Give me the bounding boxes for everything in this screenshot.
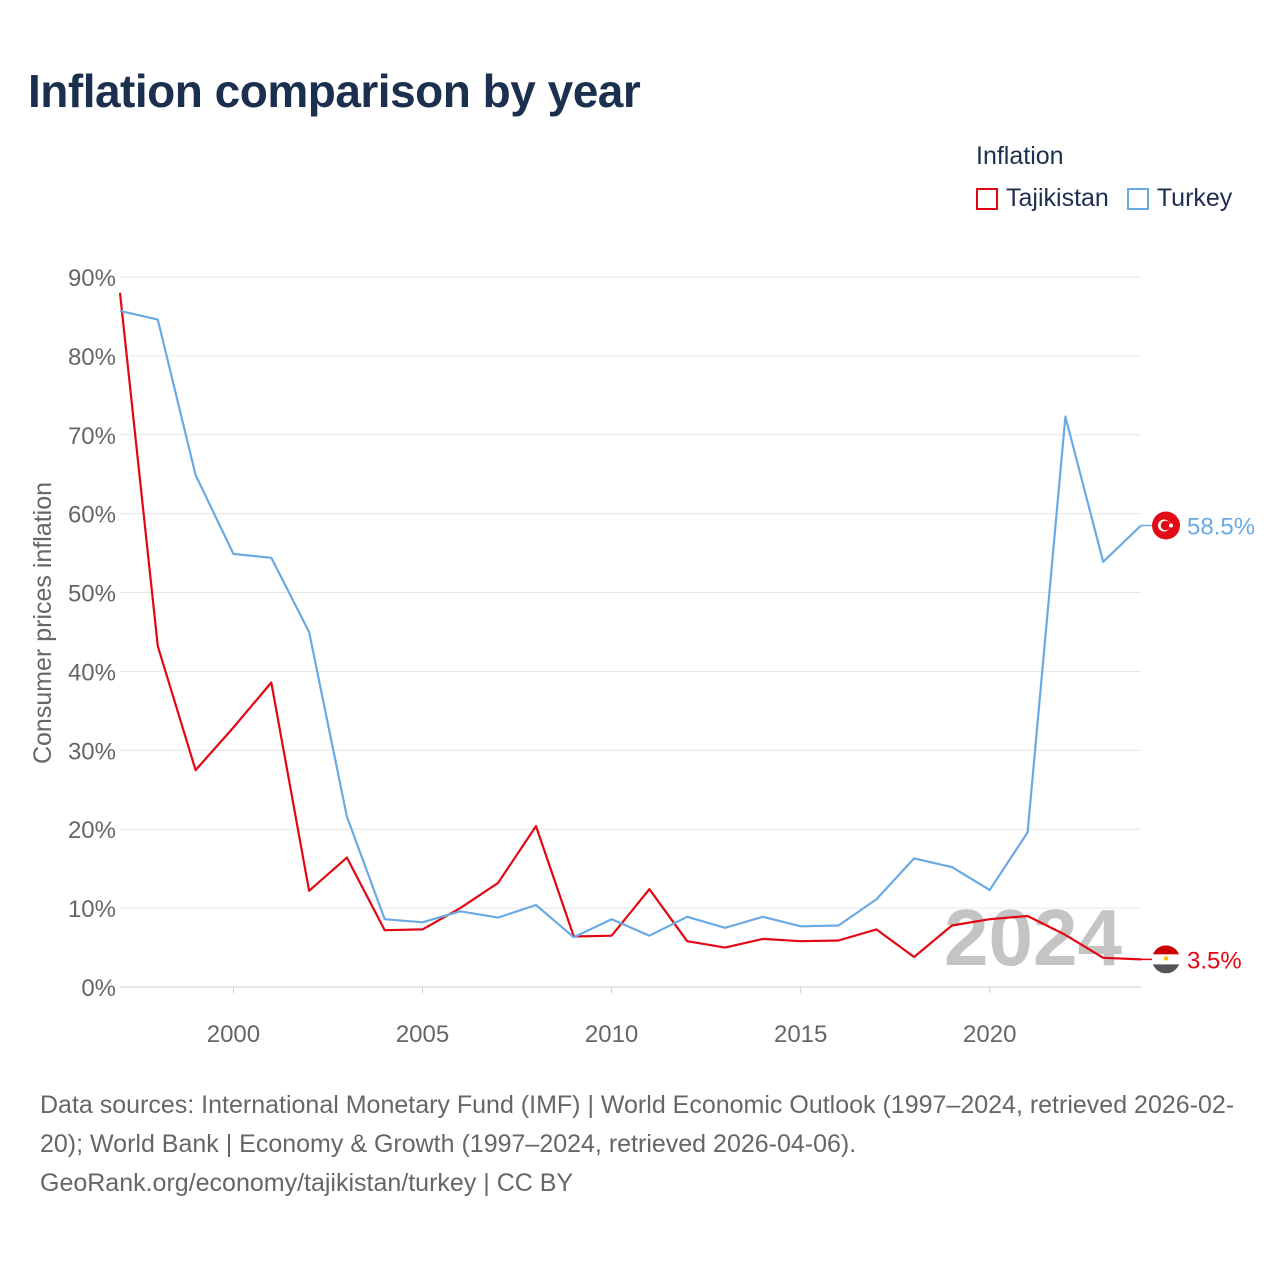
data-point-tajikistan-2014 — [760, 936, 766, 942]
data-point-turkey-2017 — [873, 896, 879, 902]
y-tick-label-90: 90% — [68, 265, 116, 292]
x-tick-label-2005: 2005 — [396, 1021, 449, 1048]
data-point-tajikistan-2020 — [987, 916, 993, 922]
y-tick-label-40: 40% — [68, 659, 116, 686]
data-point-turkey-2018 — [911, 855, 917, 861]
data-point-turkey-2012 — [684, 914, 690, 920]
grid-lines — [120, 276, 1141, 988]
flag-tajikistan-icon — [1152, 945, 1180, 974]
data-point-tajikistan-2019 — [949, 922, 955, 928]
legend-label-tajikistan: Tajikistan — [1006, 184, 1109, 212]
data-point-tajikistan-2000 — [230, 724, 236, 730]
data-point-tajikistan-2002 — [306, 888, 312, 894]
data-point-tajikistan-2007 — [495, 880, 501, 886]
series-line-tajikistan — [118, 292, 1142, 961]
x-tick-label-2000: 2000 — [207, 1021, 260, 1048]
legend-swatch-tajikistan — [976, 187, 998, 210]
data-point-turkey-2019 — [949, 864, 955, 870]
data-point-tajikistan-2008 — [533, 823, 539, 829]
data-point-turkey-2001 — [268, 555, 274, 561]
legend-label-turkey: Turkey — [1156, 184, 1233, 212]
data-point-turkey-2006 — [457, 908, 463, 914]
line-chart: 0%10%20%30%40%50%60%70%80%90% 2000 2005 20… — [29, 265, 1255, 1048]
y-tick-label-20: 20% — [68, 817, 116, 844]
data-point-turkey-2007 — [495, 915, 501, 921]
data-point-tajikistan-2017 — [873, 926, 879, 932]
data-point-tajikistan-2010 — [609, 933, 615, 939]
data-point-turkey-2008 — [533, 902, 539, 908]
flag-turkey-crescent-inner — [1160, 520, 1171, 531]
x-tick-label-2015: 2015 — [774, 1021, 827, 1048]
data-point-turkey-2003 — [344, 814, 350, 820]
data-point-turkey-1997 — [117, 308, 123, 314]
x-axis-ticks: 2000 2005 2010 2015 2020 — [207, 987, 1016, 1048]
data-point-tajikistan-2004 — [382, 927, 388, 933]
series-line-turkey — [119, 309, 1142, 939]
footer: Data sources: International Monetary Fun… — [40, 1086, 1250, 1203]
legend-title: Inflation — [976, 142, 1064, 170]
y-tick-label-80: 80% — [68, 344, 116, 371]
y-tick-label-60: 60% — [68, 502, 116, 529]
data-point-turkey-1999 — [193, 472, 199, 478]
data-point-turkey-2011 — [646, 933, 652, 939]
attribution-link[interactable]: GeoRank.org/economy/tajikistan/turkey | … — [40, 1169, 574, 1197]
data-point-turkey-2002 — [306, 629, 312, 635]
legend-item-tajikistan[interactable]: Tajikistan — [976, 184, 1109, 213]
data-point-turkey-2004 — [382, 916, 388, 922]
data-point-tajikistan-2001 — [268, 679, 274, 685]
data-point-turkey-2023 — [1100, 559, 1106, 565]
data-point-tajikistan-2011 — [646, 886, 652, 892]
data-point-tajikistan-2023 — [1100, 955, 1106, 961]
end-value-label-turkey: 58.5% — [1187, 514, 1255, 541]
data-point-turkey-2010 — [609, 916, 615, 922]
y-tick-label-10: 10% — [68, 896, 116, 923]
data-point-turkey-2005 — [420, 919, 426, 925]
y-axis-label: Consumer prices inflation — [29, 482, 57, 764]
data-point-turkey-2022 — [1062, 414, 1068, 420]
legend: Tajikistan Turkey — [976, 184, 1232, 213]
end-markers: 3.5% 58.5% — [1141, 511, 1255, 974]
data-point-tajikistan-2015 — [798, 938, 804, 944]
data-point-turkey-2020 — [987, 887, 993, 893]
x-tick-label-2010: 2010 — [585, 1021, 638, 1048]
flag-turkey-star — [1169, 523, 1173, 528]
flag-tajikistan-crown — [1163, 956, 1169, 961]
data-point-turkey-2021 — [1025, 829, 1031, 835]
data-point-turkey-2009 — [571, 934, 577, 940]
y-tick-label-30: 30% — [68, 738, 116, 765]
data-point-tajikistan-1997 — [117, 290, 123, 296]
y-tick-label-70: 70% — [68, 423, 116, 450]
flag-turkey-icon — [1152, 511, 1180, 540]
data-point-tajikistan-2013 — [722, 945, 728, 951]
data-point-turkey-2015 — [798, 923, 804, 929]
data-point-turkey-2000 — [230, 551, 236, 557]
data-point-tajikistan-2018 — [911, 954, 917, 960]
data-point-tajikistan-2022 — [1062, 932, 1068, 938]
data-sources: Data sources: International Monetary Fun… — [40, 1091, 1235, 1158]
data-point-tajikistan-2016 — [835, 937, 841, 943]
chart-title: Inflation comparison by year — [28, 65, 641, 117]
legend-swatch-turkey — [1126, 187, 1149, 210]
y-tick-label-0: 0% — [81, 975, 116, 1002]
end-value-label-tajikistan: 3.5% — [1187, 947, 1242, 974]
data-point-tajikistan-2021 — [1025, 913, 1031, 919]
data-point-tajikistan-1999 — [193, 767, 199, 773]
y-tick-label-50: 50% — [68, 581, 116, 608]
year-watermark: 2024 — [944, 893, 1122, 982]
data-point-turkey-2016 — [835, 922, 841, 928]
data-point-tajikistan-1998 — [155, 643, 161, 649]
data-point-turkey-2014 — [760, 914, 766, 920]
legend-item-turkey[interactable]: Turkey — [1126, 184, 1233, 213]
flag-tajikistan-red — [1152, 945, 1180, 955]
data-point-turkey-2013 — [722, 925, 728, 931]
data-point-tajikistan-2012 — [684, 938, 690, 944]
data-point-turkey-1998 — [155, 317, 161, 323]
x-tick-label-2020: 2020 — [963, 1021, 1016, 1048]
data-point-tajikistan-2005 — [420, 926, 426, 932]
y-axis-ticks: 0% 10% 20% 30% 40% 50% 60% 70% 80% 90% — [68, 265, 116, 1002]
flag-tajikistan-bottom — [1152, 964, 1180, 974]
series-lines — [117, 290, 1142, 961]
data-point-tajikistan-2003 — [344, 855, 350, 861]
